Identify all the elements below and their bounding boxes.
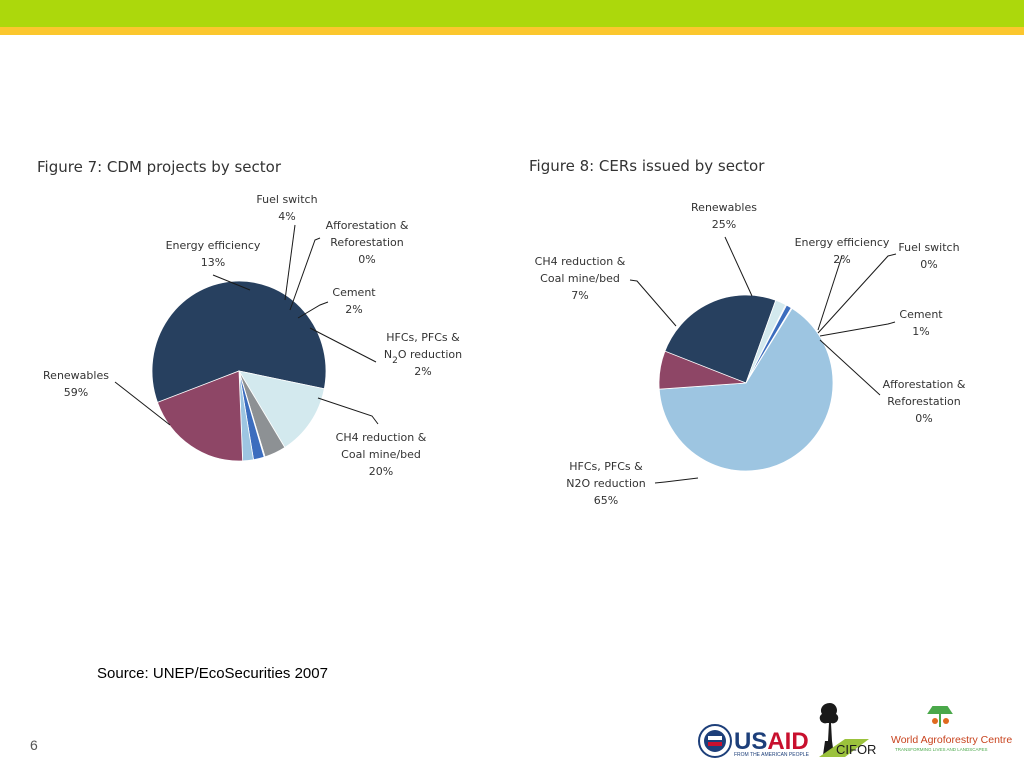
slice-label-fuel-switch: Fuel switch 0% (898, 241, 959, 271)
pie-slice-energy-efficiency (238, 370, 325, 449)
agroforestry-name: World Agroforestry Centre (891, 734, 1012, 746)
slice-label-fuel-switch: Fuel switch 4% (256, 193, 317, 223)
leader-line-fuel-switch (284, 224, 296, 301)
usaid-tagline: FROM THE AMERICAN PEOPLE (734, 752, 810, 758)
pie-slice-hfcs (658, 307, 834, 472)
figure-7-title: Figure 7: CDM projects by sector (37, 158, 281, 176)
slice-percent: 2% (414, 365, 431, 378)
partner-logos: USAID FROM THE AMERICAN PEOPLE CIFOR Wor… (698, 703, 1012, 758)
leader-line-hfcs (309, 327, 377, 363)
slice-name-line: Afforestation & (883, 378, 966, 391)
slice-name-line: Reforestation (887, 395, 960, 408)
slice-label-ch4: CH4 reduction & Coal mine/bed 7% (535, 255, 626, 302)
slice-percent: 25% (712, 218, 736, 231)
slice-name-line: Energy efficiency (795, 236, 890, 249)
leader-line-cement (297, 301, 329, 319)
pie-chart-cdm-projects: Renewables 59% Energy efficiency 13% Fuel sw… (43, 193, 462, 478)
slice-percent: 13% (201, 256, 225, 269)
slice-percent: 4% (278, 210, 295, 223)
slice-name-line: HFCs, PFCs & (569, 460, 643, 473)
slice-label-cement: Cement 2% (332, 286, 376, 316)
slice-name-line: HFCs, PFCs & (386, 331, 460, 344)
slice-percent: 2% (833, 253, 850, 266)
slice-percent: 2% (345, 303, 362, 316)
top-bar-green (0, 0, 1024, 27)
leader-line-afforestation (289, 237, 321, 311)
slice-percent: 1% (912, 325, 929, 338)
leader-line-renewables (114, 381, 171, 426)
slice-percent: 20% (369, 465, 393, 478)
slice-percent: 65% (594, 494, 618, 507)
slice-name-line: Cement (899, 308, 943, 321)
pie-chart-cers-issued: Renewables 25% Energy efficiency 2% Fuel swi… (535, 201, 966, 507)
slice-name-line: N2O reduction (566, 477, 646, 490)
slice-name-line: Reforestation (330, 236, 403, 249)
leader-line-energy-efficiency (817, 255, 843, 331)
slice-name-line: CH4 reduction & (336, 431, 427, 444)
pie-slice-ch4 (156, 370, 244, 462)
leader-line-ch4 (629, 279, 677, 327)
leader-line-renewables (724, 236, 753, 297)
pie-slice-ch4 (658, 350, 747, 390)
slice-name-line: Fuel switch (256, 193, 317, 206)
slice-name-line: Coal mine/bed (540, 272, 620, 285)
slice-name-line: CH4 reduction & (535, 255, 626, 268)
slice-label-renewables: Renewables 59% (43, 369, 109, 399)
agroforestry-tagline: TRANSFORMING LIVES AND LANDSCAPES (895, 747, 988, 752)
slice-label-afforestation: Afforestation & Reforestation 0% (326, 219, 409, 266)
slice-label-hfcs: HFCs, PFCs & N2O reduction 65% (566, 460, 646, 507)
slice-name-line: Cement (332, 286, 376, 299)
usaid-logo: USAID FROM THE AMERICAN PEOPLE (698, 724, 810, 758)
slice-percent: 0% (920, 258, 937, 271)
slice-label-energy-efficiency: Energy efficiency 13% (166, 239, 261, 269)
leader-line-ch4 (317, 397, 379, 425)
page-number: 6 (30, 737, 38, 753)
leader-line-afforestation (819, 339, 881, 396)
slice-name-line: Coal mine/bed (341, 448, 421, 461)
slice-name-line: Renewables (691, 201, 757, 214)
source-citation: Source: UNEP/EcoSecurities 2007 (97, 665, 328, 682)
slice-name-line: Renewables (43, 369, 109, 382)
usaid-word: USAID (734, 728, 809, 755)
slice-label-ch4: CH4 reduction & Coal mine/bed 20% (336, 431, 427, 478)
slice-name-line: Energy efficiency (166, 239, 261, 252)
slice-percent: 7% (571, 289, 588, 302)
cifor-logo: CIFOR (819, 703, 876, 757)
slice-percent: 0% (358, 253, 375, 266)
slice-percent: 0% (915, 412, 932, 425)
slice-label-cement: Cement 1% (899, 308, 943, 338)
slice-label-afforestation: Afforestation & Reforestation 0% (883, 378, 966, 425)
top-bar-yellow (0, 27, 1024, 35)
leader-line-energy-efficiency (212, 274, 251, 291)
slice-percent: 59% (64, 386, 88, 399)
pie-slice-renewables (663, 294, 777, 384)
leader-line-fuel-switch (817, 253, 897, 334)
slice-name-line: N2O reduction (384, 348, 462, 366)
agroforestry-logo: World Agroforestry Centre TRANSFORMING L… (891, 706, 1012, 752)
leader-line-cement (819, 321, 896, 337)
slice-label-energy-efficiency: Energy efficiency 2% (795, 236, 890, 266)
pie-slice-renewables (151, 280, 327, 404)
slice-label-renewables: Renewables 25% (691, 201, 757, 231)
cifor-word: CIFOR (836, 742, 876, 757)
leader-line-hfcs (654, 477, 699, 484)
slice-name-line: Afforestation & (326, 219, 409, 232)
slice-name-line: Fuel switch (898, 241, 959, 254)
figure-8-title: Figure 8: CERs issued by sector (529, 157, 765, 175)
